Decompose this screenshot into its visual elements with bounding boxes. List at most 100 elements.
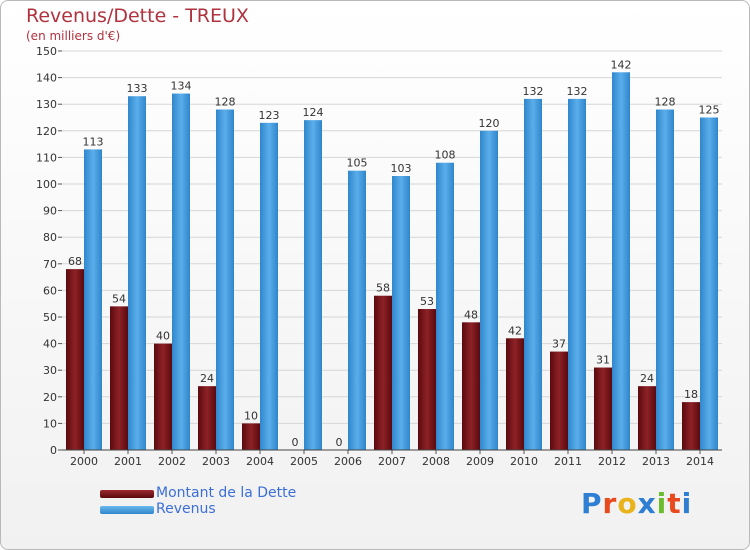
bar-revenus-2001	[128, 96, 146, 450]
y-tick-label-110: 110	[36, 151, 57, 164]
data-label-revenus-2008: 108	[435, 149, 456, 162]
data-label-dette-2004: 10	[244, 409, 258, 422]
logo-letter: r	[602, 487, 618, 520]
bar-dette-2009	[462, 322, 480, 450]
legend-label-revenus: Revenus	[156, 501, 216, 517]
logo-letter: P	[581, 487, 603, 520]
data-label-dette-2003: 24	[200, 372, 214, 385]
bar-dette-2002	[154, 343, 172, 450]
bar-revenus-2009	[480, 130, 498, 451]
legend-label-dette: Montant de la Dette	[156, 485, 297, 501]
bar-dette-2008	[418, 309, 436, 450]
data-label-dette-2010: 42	[508, 324, 522, 337]
bar-revenus-2007	[392, 176, 410, 450]
data-label-revenus-2010: 132	[523, 85, 544, 98]
bar-dette-2010	[506, 338, 524, 450]
bar-revenus-2006	[348, 170, 366, 450]
data-label-revenus-2013: 128	[655, 96, 676, 109]
bar-revenus-2000	[84, 149, 102, 451]
bar-revenus-2011	[568, 98, 586, 450]
y-tick-label-20: 20	[43, 391, 57, 404]
bar-dette-2004	[242, 423, 260, 450]
x-tick-label-2011: 2011	[554, 455, 582, 468]
data-label-revenus-2001: 133	[127, 82, 148, 95]
y-tick-label-10: 10	[43, 417, 57, 430]
y-tick-label-150: 150	[36, 45, 57, 58]
bar-revenus-2003	[216, 109, 234, 451]
data-label-revenus-2009: 120	[479, 117, 500, 130]
bar-dette-2007	[374, 295, 392, 450]
x-tick-label-2009: 2009	[466, 455, 494, 468]
data-label-dette-2008: 53	[420, 295, 434, 308]
proxiti-logo: Proxiti	[581, 487, 692, 520]
x-tick-label-2004: 2004	[246, 455, 274, 468]
y-tick-label-30: 30	[43, 364, 57, 377]
bars	[66, 72, 718, 451]
bar-dette-2013	[638, 386, 656, 450]
data-label-dette-2014: 18	[684, 388, 698, 401]
bar-revenus-2013	[656, 109, 674, 451]
y-tick-label-80: 80	[43, 231, 57, 244]
bar-revenus-2008	[436, 162, 454, 450]
x-tick-label-2006: 2006	[334, 455, 362, 468]
data-label-revenus-2006: 105	[347, 157, 368, 170]
bar-dette-2012	[594, 367, 612, 450]
x-tick-label-2001: 2001	[114, 455, 142, 468]
data-label-dette-2002: 40	[156, 330, 170, 343]
data-label-revenus-2005: 124	[303, 106, 324, 119]
x-tick-label-2002: 2002	[158, 455, 186, 468]
bar-revenus-2014	[700, 117, 718, 450]
bar-dette-2011	[550, 351, 568, 450]
legend-swatch-revenus	[100, 506, 154, 514]
x-tick-label-2007: 2007	[378, 455, 406, 468]
bar-dette-2000	[66, 269, 84, 450]
bar-revenus-2002	[172, 93, 190, 450]
y-tick-label-0: 0	[50, 444, 57, 457]
data-label-revenus-2012: 142	[611, 58, 632, 71]
x-axis-ticks: 2000 2001 2002 2003 2004 2005 2006 2007 2008 2009…	[70, 450, 714, 468]
x-tick-label-2010: 2010	[510, 455, 538, 468]
logo-letter: t	[667, 487, 682, 520]
bar-revenus-2010	[524, 98, 542, 450]
data-label-revenus-2000: 113	[83, 135, 104, 148]
chart-title: Revenus/Dette - TREUX	[26, 5, 249, 27]
bar-revenus-2004	[260, 122, 278, 450]
logo-letter: i	[656, 487, 668, 520]
legend-swatch-dette	[100, 490, 154, 498]
bar-revenus-2005	[304, 120, 322, 450]
x-tick-label-2014: 2014	[686, 455, 714, 468]
x-tick-label-2008: 2008	[422, 455, 450, 468]
data-label-revenus-2011: 132	[567, 85, 588, 98]
data-label-revenus-2002: 134	[171, 80, 192, 93]
bar-revenus-2012	[612, 72, 630, 450]
y-axis-ticks: 0 10 20 30 40 50 60 70 80 90 100 110 120 130 140 150	[36, 45, 62, 457]
chart-subtitle: (en milliers d'€)	[26, 29, 121, 43]
y-tick-label-70: 70	[43, 258, 57, 271]
data-label-dette-2013: 24	[640, 372, 654, 385]
y-tick-label-130: 130	[36, 98, 57, 111]
bar-dette-2014	[682, 402, 700, 450]
bar-dette-2001	[110, 306, 128, 450]
logo-letter: x	[637, 487, 657, 520]
data-label-dette-2012: 31	[596, 354, 610, 367]
data-label-dette-2001: 54	[112, 292, 126, 305]
data-label-dette-2011: 37	[552, 338, 566, 351]
x-tick-label-2012: 2012	[598, 455, 626, 468]
x-tick-label-2013: 2013	[642, 455, 670, 468]
data-label-dette-2006: 0	[336, 436, 343, 449]
y-tick-label-50: 50	[43, 311, 57, 324]
x-tick-label-2005: 2005	[290, 455, 318, 468]
y-tick-label-100: 100	[36, 178, 57, 191]
y-tick-label-60: 60	[43, 284, 57, 297]
y-tick-label-120: 120	[36, 125, 57, 138]
y-tick-label-40: 40	[43, 338, 57, 351]
data-label-dette-2009: 48	[464, 308, 478, 321]
data-label-dette-2005: 0	[292, 436, 299, 449]
data-label-dette-2007: 58	[376, 282, 390, 295]
x-tick-label-2000: 2000	[70, 455, 98, 468]
logo-letter: o	[617, 487, 638, 520]
data-label-revenus-2004: 123	[259, 109, 280, 122]
data-label-revenus-2007: 103	[391, 162, 412, 175]
data-labels: 68 113 54 133 40 134 24 128 10 123 0 124 0 105 58 103 53…	[68, 58, 720, 449]
